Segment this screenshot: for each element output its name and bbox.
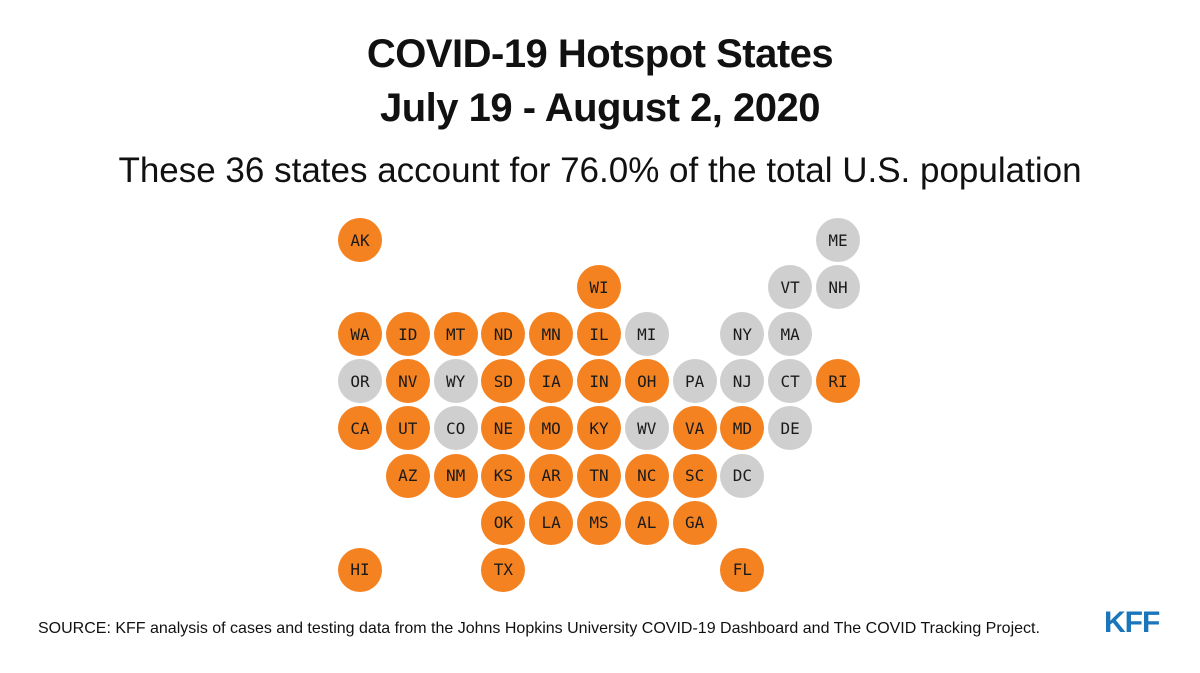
state-tile-pa: PA [672,359,717,404]
state-tile-ia: IA [529,359,574,404]
state-tile-nd: ND [481,312,526,357]
state-tile-va: VA [672,406,717,451]
state-tile-nm: NM [433,453,478,498]
state-tile-az: AZ [385,453,430,498]
state-tile-tx: TX [481,547,526,592]
state-tile-co: CO [433,406,478,451]
state-tile-de: DE [768,406,813,451]
state-tile-ak: AK [338,218,382,262]
state-tile-il: IL [577,312,621,357]
state-tile-mo: MO [529,406,574,451]
state-tile-ma: MA [768,312,813,357]
state-tile-ms: MS [577,500,621,545]
state-tile-ga: GA [672,500,717,545]
source-note: SOURCE: KFF analysis of cases and testin… [38,620,1040,637]
state-tile-md: MD [720,406,765,451]
title-line-1: COVID-19 Hotspot States [366,32,834,76]
state-tile-nv: NV [385,359,430,404]
subtitle: These 36 states account for 76.0% of the… [118,151,1082,190]
state-tile-or: OR [338,359,382,404]
state-tile-fl: FL [720,547,765,592]
state-tile-sc: SC [672,453,717,498]
state-tile-wy: WY [433,359,478,404]
state-tile-nh: NH [816,265,860,310]
state-tile-wa: WA [338,312,382,357]
state-tile-in: IN [577,359,621,404]
state-tile-id: ID [385,312,430,357]
state-tile-ut: UT [385,406,430,451]
state-tile-ar: AR [529,453,574,498]
state-tile-ok: OK [481,500,526,545]
state-tile-sd: SD [481,359,526,404]
state-tile-ks: KS [481,453,526,498]
state-tile-ne: NE [481,406,526,451]
state-tile-ky: KY [577,406,621,451]
state-tile-al: AL [624,500,669,545]
state-tile-nj: NJ [720,359,765,404]
title-line-2: July 19 - August 2, 2020 [379,86,821,130]
state-tile-hi: HI [338,547,382,592]
state-tile-oh: OH [624,359,669,404]
state-tile-dc: DC [720,453,765,498]
state-tile-nc: NC [624,453,669,498]
state-tile-wv: WV [624,406,669,451]
state-tile-mt: MT [433,312,478,357]
state-tile-ri: RI [816,359,860,404]
state-tile-mn: MN [529,312,574,357]
state-tile-tn: TN [577,453,621,498]
state-tile-mi: MI [624,312,669,357]
state-tile-ny: NY [720,312,765,357]
kff-logo: KFF [1104,606,1160,639]
state-tile-me: ME [816,218,860,262]
state-tile-la: LA [529,500,574,545]
state-tile-vt: VT [768,265,813,310]
state-tile-ct: CT [768,359,813,404]
state-tile-ca: CA [338,406,382,451]
state-tile-wi: WI [577,265,621,310]
